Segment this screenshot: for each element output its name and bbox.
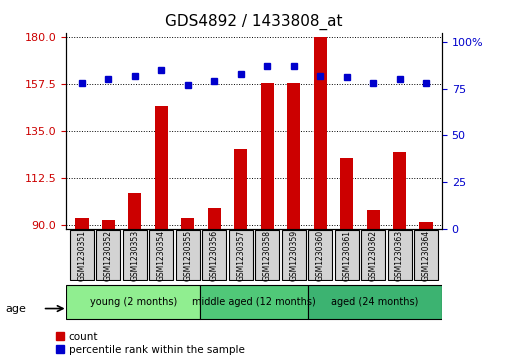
- Text: GSM1230355: GSM1230355: [183, 229, 193, 281]
- Title: GDS4892 / 1433808_at: GDS4892 / 1433808_at: [165, 14, 343, 30]
- FancyBboxPatch shape: [308, 285, 442, 319]
- FancyBboxPatch shape: [256, 230, 279, 280]
- Text: GSM1230357: GSM1230357: [236, 229, 245, 281]
- FancyBboxPatch shape: [202, 230, 226, 280]
- Text: aged (24 months): aged (24 months): [331, 297, 419, 307]
- Bar: [366, 210, 380, 229]
- Bar: [393, 151, 406, 229]
- Bar: [155, 106, 168, 229]
- FancyBboxPatch shape: [97, 230, 120, 280]
- Text: GSM1230360: GSM1230360: [315, 229, 325, 281]
- Bar: [340, 158, 353, 229]
- Text: GSM1230361: GSM1230361: [342, 229, 351, 281]
- Bar: [181, 218, 195, 229]
- Bar: [128, 193, 142, 229]
- Bar: [261, 83, 274, 229]
- Legend: count, percentile rank within the sample: count, percentile rank within the sample: [56, 332, 244, 355]
- FancyBboxPatch shape: [70, 230, 94, 280]
- Text: GSM1230353: GSM1230353: [131, 229, 139, 281]
- Text: GSM1230356: GSM1230356: [210, 229, 219, 281]
- Bar: [313, 37, 327, 229]
- Text: GSM1230362: GSM1230362: [369, 229, 377, 281]
- Bar: [287, 83, 300, 229]
- Bar: [208, 208, 221, 229]
- FancyBboxPatch shape: [388, 230, 411, 280]
- FancyBboxPatch shape: [149, 230, 173, 280]
- Bar: [75, 218, 88, 229]
- Text: GSM1230359: GSM1230359: [289, 229, 298, 281]
- Text: GSM1230354: GSM1230354: [157, 229, 166, 281]
- FancyBboxPatch shape: [361, 230, 385, 280]
- Text: GSM1230352: GSM1230352: [104, 229, 113, 281]
- FancyBboxPatch shape: [66, 285, 200, 319]
- FancyBboxPatch shape: [200, 285, 308, 319]
- Bar: [234, 150, 247, 229]
- FancyBboxPatch shape: [123, 230, 147, 280]
- Text: GSM1230363: GSM1230363: [395, 229, 404, 281]
- Text: GSM1230358: GSM1230358: [263, 229, 272, 281]
- Text: young (2 months): young (2 months): [89, 297, 177, 307]
- FancyBboxPatch shape: [308, 230, 332, 280]
- Text: age: age: [6, 303, 26, 314]
- Text: GSM1230364: GSM1230364: [422, 229, 431, 281]
- Text: middle aged (12 months): middle aged (12 months): [192, 297, 316, 307]
- FancyBboxPatch shape: [414, 230, 438, 280]
- FancyBboxPatch shape: [282, 230, 306, 280]
- FancyBboxPatch shape: [176, 230, 200, 280]
- Text: GSM1230351: GSM1230351: [77, 229, 86, 281]
- Bar: [102, 220, 115, 229]
- FancyBboxPatch shape: [335, 230, 359, 280]
- FancyBboxPatch shape: [229, 230, 252, 280]
- Bar: [420, 223, 433, 229]
